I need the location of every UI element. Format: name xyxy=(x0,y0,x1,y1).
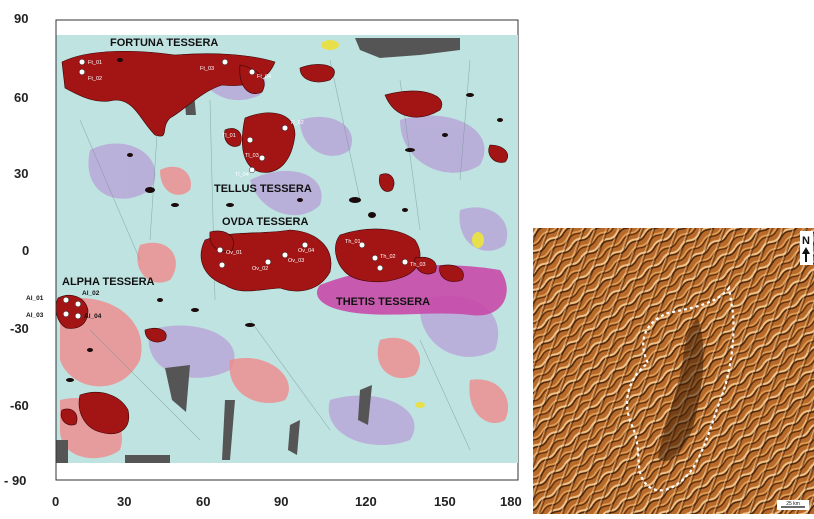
site-label-tellus-4: Tl_04 xyxy=(235,172,249,178)
x-tick-60: 60 xyxy=(196,494,210,509)
north-arrow-label: N xyxy=(802,235,810,247)
region-label-alpha: ALPHA TESSERA xyxy=(62,276,155,288)
radar-inset-image: N 25 km xyxy=(533,228,814,514)
site-label-fortuna-4: Ft_04 xyxy=(257,74,271,80)
site-label-fortuna-2: Ft_02 xyxy=(88,76,102,82)
site-label-tellus-1: Tl_01 xyxy=(222,133,236,139)
site-label-alpha-1: Al_01 xyxy=(26,295,44,302)
site-label-ovda-2: Ov_02 xyxy=(252,266,268,272)
site-label-thetis-2: Th_02 xyxy=(380,254,396,260)
site-label-alpha-3: Al_03 xyxy=(26,312,44,319)
site-markers xyxy=(62,58,409,320)
dark-trough xyxy=(658,318,704,462)
site-label-tellus-3: Tl_03 xyxy=(245,153,259,159)
radar-texture-overlay xyxy=(533,228,814,514)
x-tick-30: 30 xyxy=(117,494,131,509)
region-label-fortuna: FORTUNA TESSERA xyxy=(110,37,218,49)
y-tick-90: 90 xyxy=(14,11,28,26)
scale-bar-label: 25 km xyxy=(786,501,800,507)
site-label-tellus-2: Tl_02 xyxy=(290,120,304,126)
site-label-alpha-2: Al_02 xyxy=(82,290,100,297)
site-label-fortuna-1: Ft_01 xyxy=(88,60,102,66)
region-label-thetis: THETIS TESSERA xyxy=(336,296,430,308)
site-label-thetis-1: Th_01 xyxy=(345,239,361,245)
y-tick-0: 0 xyxy=(22,243,29,258)
venus-tessera-map: Ft_01 Ft_02 Ft_03 Ft_04 Tl_02 Tl_01 Tl_0… xyxy=(4,11,522,509)
tessera-inliers xyxy=(66,58,503,382)
x-tick-120: 120 xyxy=(355,494,377,509)
site-label-ovda-3: Ov_03 xyxy=(288,258,304,264)
x-tick-90: 90 xyxy=(274,494,288,509)
dashed-outline xyxy=(626,285,735,492)
site-label-fortuna-3: Ft_03 xyxy=(200,66,214,72)
y-tick-60: 60 xyxy=(14,90,28,105)
north-arrow-icon xyxy=(802,247,810,254)
yellow-units xyxy=(321,40,484,408)
tessera-units xyxy=(56,50,509,434)
x-tick-0: 0 xyxy=(52,494,59,509)
site-label-ovda-4: Ov_04 xyxy=(298,248,314,254)
y-tick-minus-60: -60 xyxy=(10,398,29,413)
x-tick-150: 150 xyxy=(434,494,456,509)
region-label-tellus: TELLUS TESSERA xyxy=(214,183,312,195)
region-label-ovda: OVDA TESSERA xyxy=(222,216,308,228)
y-tick-30: 30 xyxy=(14,166,28,181)
site-label-alpha-4: Al_04 xyxy=(84,313,102,320)
y-tick-minus-90: - 90 xyxy=(4,473,26,488)
data-gap-blocks xyxy=(56,38,460,463)
north-arrow: N xyxy=(800,231,813,265)
y-tick-minus-30: -30 xyxy=(10,321,29,336)
site-label-ovda-1: Ov_01 xyxy=(226,250,242,256)
scale-bar: 25 km xyxy=(777,500,809,510)
site-label-thetis-3: Th_03 xyxy=(410,262,426,268)
x-tick-180: 180 xyxy=(500,494,522,509)
